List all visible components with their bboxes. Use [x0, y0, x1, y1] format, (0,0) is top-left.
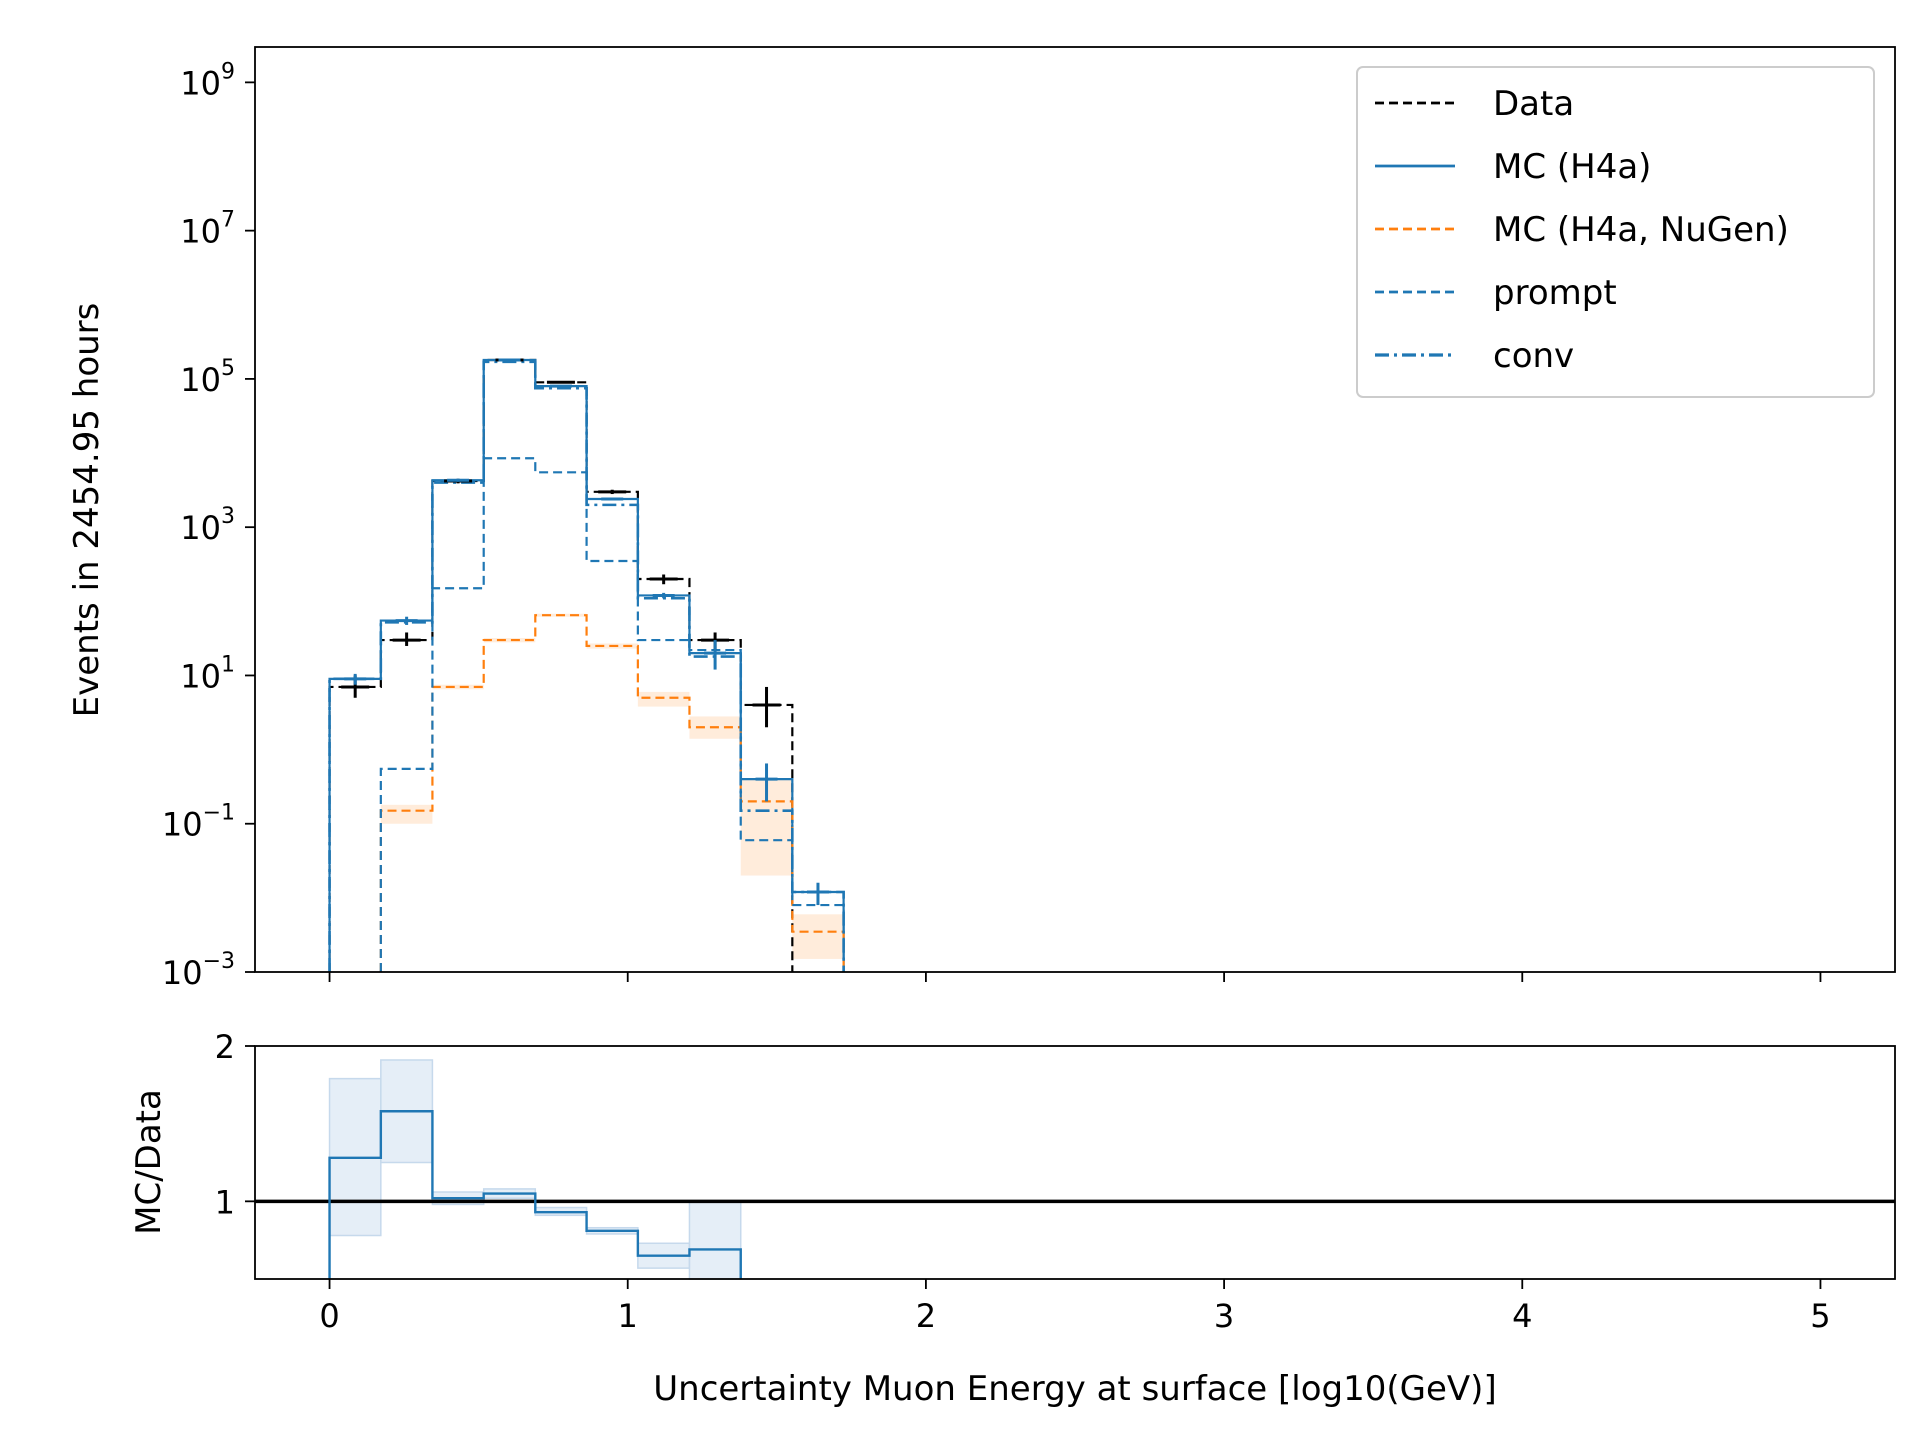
legend-label: prompt: [1493, 273, 1617, 313]
y-tick-label: 101: [180, 652, 235, 695]
legend-label: Data: [1493, 84, 1574, 124]
y-tick-label: 109: [180, 59, 235, 102]
x-tick-label: 1: [618, 1297, 638, 1335]
ratio-band-bin: [688, 1200, 742, 1280]
nugen-band-bin: [380, 804, 433, 824]
main-axes-frame: [254, 46, 1896, 973]
legend-entry: MC (H4a): [1375, 147, 1651, 187]
series-line-prompt: [379, 457, 845, 972]
ratio-y-tick-label: 1: [215, 1183, 235, 1221]
y-tick-label: 103: [180, 504, 235, 547]
legend: Data MC (H4a) MC (H4a, NuGen) prompt conv: [1356, 66, 1875, 398]
mc-error-bar: [806, 882, 829, 906]
main-y-ticks: 10−3 10−1 101 103 105 107 109: [162, 59, 255, 992]
y-tick-label: 10−3: [162, 949, 235, 992]
main-y-axis-label: Events in 2454.95 hours: [67, 303, 107, 718]
mc-error-bar: [498, 358, 521, 362]
x-tick-label: 5: [1810, 1297, 1830, 1335]
mc-error-bar: [344, 673, 367, 685]
nugen-band-bin: [432, 684, 484, 690]
ratio-line: [328, 1110, 742, 1279]
mc-error-bar: [755, 763, 778, 802]
ratio-y-ticks: 12: [215, 1028, 255, 1221]
data-error-bar: [598, 489, 627, 495]
ratio-x-ticks: 0 1 2 3 4 5: [319, 1279, 1831, 1335]
legend-label: conv: [1493, 336, 1574, 376]
legend-entry: MC (H4a, NuGen): [1375, 210, 1789, 250]
main-x-ticks: [328, 972, 1822, 982]
mc-error-bar: [704, 640, 727, 670]
main-panel: 10−3 10−1 101 103 105 107 109 Events in 2454.9…: [67, 46, 1896, 992]
mc-error-bar: [549, 384, 572, 388]
legend-frame: [1356, 66, 1875, 398]
y-tick-label: 105: [180, 356, 235, 399]
nugen-band-bin: [637, 691, 690, 707]
y-tick-label: 107: [180, 208, 235, 251]
ratio-y-axis-label: MC/Data: [129, 1089, 169, 1235]
x-axis-label: Uncertainty Muon Energy at surface [log1…: [653, 1369, 1496, 1409]
main-plot-content: [328, 358, 845, 972]
legend-label: MC (H4a, NuGen): [1493, 210, 1789, 250]
mc-error-bar: [395, 616, 418, 625]
series-line-mc-h4a-nugen: [379, 614, 845, 972]
nugen-uncertainty-bands: [380, 613, 844, 959]
nugen-band-bin: [792, 914, 844, 959]
legend-items: Data MC (H4a) MC (H4a, NuGen) prompt conv: [1375, 84, 1789, 376]
legend-label: MC (H4a): [1493, 147, 1651, 187]
x-tick-label: 3: [1214, 1297, 1234, 1335]
mc-error-bar: [601, 497, 624, 501]
ratio-y-tick-label: 2: [215, 1028, 235, 1066]
data-error-bar: [392, 632, 421, 646]
mc-error-bar: [447, 478, 470, 482]
data-error-bar: [752, 686, 781, 728]
data-error-bar: [649, 574, 678, 585]
x-tick-label: 0: [319, 1297, 339, 1335]
x-tick-label: 2: [916, 1297, 936, 1335]
legend-entry: prompt: [1375, 273, 1617, 313]
ratio-plot-content: [255, 1059, 1895, 1280]
y-tick-label: 10−1: [162, 801, 235, 844]
series-line-data: [328, 358, 794, 972]
legend-entry: conv: [1375, 336, 1574, 376]
mc-error-bar: [652, 592, 675, 599]
ratio-axes-frame: [254, 1045, 1896, 1280]
x-tick-label: 4: [1512, 1297, 1532, 1335]
nugen-band-bin: [483, 638, 536, 643]
error-bar-group: [341, 358, 829, 906]
data-error-bar: [546, 380, 575, 384]
legend-entry: Data: [1375, 84, 1574, 124]
